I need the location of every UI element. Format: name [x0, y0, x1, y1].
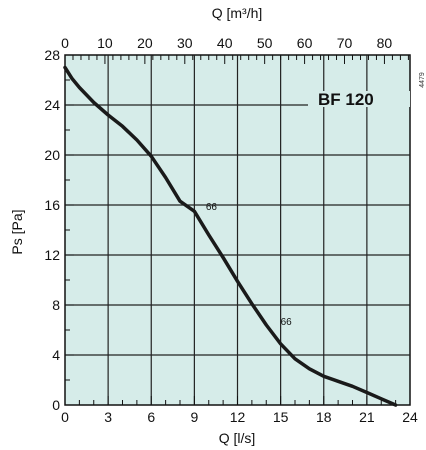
x-tick-label: 24 [402, 409, 418, 425]
bottom-axis-title: Q [l/s] [219, 430, 256, 446]
x2-tick-label: 0 [61, 35, 69, 51]
y-tick-label: 0 [52, 397, 60, 413]
x-tick-label: 18 [316, 409, 332, 425]
x-tick-label: 0 [61, 409, 69, 425]
x-tick-label: 6 [147, 409, 155, 425]
x2-tick-label: 70 [337, 35, 353, 51]
model-label: BF 120 [318, 90, 374, 109]
y-tick-label: 28 [44, 47, 60, 63]
grid-lines [65, 55, 410, 405]
x-tick-label: 21 [359, 409, 375, 425]
curve-annotation: 66 [281, 317, 293, 328]
y-tick-label: 4 [52, 347, 60, 363]
y-tick-label: 20 [44, 147, 60, 163]
x2-tick-label: 80 [377, 35, 393, 51]
x2-tick-label: 60 [297, 35, 313, 51]
y-axis-title: Ps [Pa] [9, 209, 25, 254]
x2-tick-label: 20 [137, 35, 153, 51]
x-tick-label: 12 [230, 409, 246, 425]
x-tick-label: 3 [104, 409, 112, 425]
pressure-curve-line [63, 65, 398, 407]
y-tick-label: 24 [44, 97, 60, 113]
x2-tick-label: 50 [257, 35, 273, 51]
x2-tick-label: 10 [97, 35, 113, 51]
x2-tick-label: 40 [217, 35, 233, 51]
y-tick-label: 16 [44, 197, 60, 213]
axis-ticks [64, 54, 411, 406]
top-axis-title: Q [m³/h] [212, 5, 263, 21]
side-code-label: 4479 [419, 72, 426, 88]
x-tick-label: 15 [273, 409, 289, 425]
y-tick-label: 8 [52, 297, 60, 313]
annotations: 66 66 [206, 202, 292, 328]
x-tick-label: 9 [190, 409, 198, 425]
x2-tick-label: 30 [177, 35, 193, 51]
y-tick-label: 12 [44, 247, 60, 263]
curve-annotation: 66 [206, 202, 218, 213]
